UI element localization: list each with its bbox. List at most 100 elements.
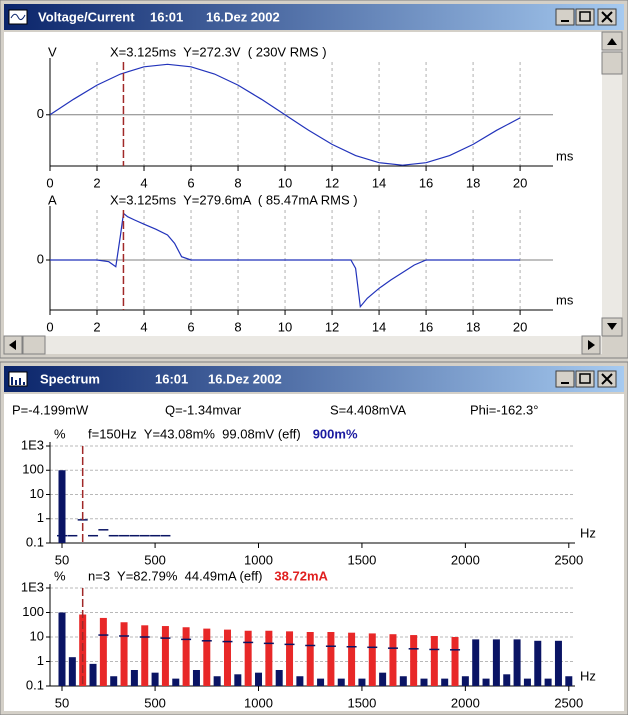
window-time: 16:01 (150, 9, 183, 24)
harmonic-bar (89, 663, 97, 686)
window-date: 16.Dez 2002 (206, 9, 280, 24)
x-tick-label: 16 (419, 175, 433, 190)
x-unit-label: ms (556, 148, 574, 163)
harmonic-bar (120, 622, 128, 686)
y-tick-label: 0 (37, 106, 44, 121)
y-tick-label: 1 (37, 653, 44, 668)
y-tick-label: 100 (22, 604, 44, 619)
x-tick-label: 2500 (554, 695, 583, 710)
harmonic-bar (141, 625, 149, 686)
harmonic-bar (410, 635, 418, 686)
x-tick-label: 1000 (244, 695, 273, 710)
harmonic-bar (358, 678, 366, 686)
x-tick-label: 8 (234, 175, 241, 190)
x-unit-label: Hz (580, 525, 596, 540)
x-tick-label: 1500 (347, 552, 376, 567)
title-bar[interactable] (4, 366, 624, 392)
x-tick-label: 10 (278, 319, 292, 334)
voltage-window: Voltage/Current 16:01 16.Dez 2002 (0, 0, 628, 359)
x-tick-label: 12 (325, 319, 339, 334)
x-tick-label: 0 (46, 319, 53, 334)
x-tick-label: 2000 (451, 552, 480, 567)
harmonic-bar (523, 678, 531, 686)
cursor-label: X=3.125ms Y=272.3V ( 230V RMS ) (110, 44, 327, 59)
harmonic-bar (110, 676, 118, 686)
y-axis-label: A (48, 192, 57, 207)
harmonic-bar (244, 630, 252, 686)
y-tick-label: 1E3 (21, 579, 44, 594)
minimize-button[interactable] (555, 8, 575, 26)
x-tick-label: 2000 (451, 695, 480, 710)
harmonic-bar (368, 633, 376, 686)
x-tick-label: 1000 (244, 552, 273, 567)
y-tick-label: 100 (22, 462, 44, 477)
x-tick-label: 8 (234, 319, 241, 334)
harmonic-bar (265, 630, 273, 686)
vertical-scrollbar[interactable] (601, 31, 623, 337)
harmonic-bar (172, 678, 180, 686)
waveform (49, 63, 521, 166)
x-tick-label: 0 (46, 175, 53, 190)
x-tick-label: 2 (93, 175, 100, 190)
harmonic-bar (327, 631, 335, 686)
minimize-button[interactable] (555, 370, 575, 388)
horizontal-scrollbar[interactable] (3, 335, 602, 355)
x-tick-label: 2 (93, 319, 100, 334)
plot-area (4, 32, 602, 336)
x-tick-label: 50 (55, 695, 69, 710)
harmonic-bar (58, 612, 66, 686)
harmonic-bar (451, 637, 459, 686)
x-tick-label: 4 (140, 319, 147, 334)
y-tick-label: 10 (30, 486, 44, 501)
y-tick-label: 10 (30, 628, 44, 643)
y-tick-label: 0.1 (26, 677, 44, 692)
x-tick-label: 10 (278, 175, 292, 190)
window-title: Voltage/Current (38, 9, 135, 24)
x-tick-label: 14 (372, 175, 386, 190)
title-bar[interactable] (4, 4, 624, 30)
y-axis-label: % (54, 426, 66, 441)
harmonic-bar (565, 676, 573, 686)
harmonic-bar (472, 639, 480, 686)
harmonic-bar (275, 669, 283, 686)
harmonic-bar (441, 678, 449, 686)
x-tick-label: 6 (187, 175, 194, 190)
x-unit-label: ms (556, 292, 574, 307)
plot-area (4, 394, 624, 711)
power-phi: Phi=-162.3° (470, 402, 538, 417)
x-tick-label: 14 (372, 319, 386, 334)
harmonic-bar (503, 674, 511, 686)
x-tick-label: 20 (513, 175, 527, 190)
harmonic-bar (492, 639, 500, 686)
x-unit-label: Hz (580, 668, 596, 683)
harmonic-bar (534, 640, 542, 686)
harmonic-bar (58, 470, 66, 543)
window-date: 16.Dez 2002 (208, 371, 282, 386)
highlight-label: 900m% (313, 426, 358, 441)
power-s: S=4.408mVA (330, 402, 406, 417)
harmonic-bar (161, 626, 169, 686)
harmonic-bar (223, 629, 231, 686)
harmonic-bar (337, 678, 345, 686)
harmonic-bar (68, 657, 76, 686)
harmonic-bar (389, 634, 397, 686)
window-time: 16:01 (155, 371, 188, 386)
harmonic-bar (130, 669, 138, 686)
y-tick-label: 1E3 (21, 437, 44, 452)
y-tick-label: 0.1 (26, 534, 44, 549)
spectrum-window: Spectrum 16:01 16.Dez 2002 P=-4.199mW Q=… (0, 361, 628, 715)
harmonic-bar (182, 627, 190, 686)
x-tick-label: 20 (513, 319, 527, 334)
waveform (50, 212, 521, 309)
x-tick-label: 500 (144, 552, 166, 567)
x-tick-label: 12 (325, 175, 339, 190)
harmonic-bar (99, 617, 107, 686)
harmonic-bar (554, 640, 562, 686)
harmonic-bar (482, 678, 490, 686)
x-tick-label: 18 (466, 175, 480, 190)
harmonic-bar (317, 678, 325, 686)
x-tick-label: 6 (187, 319, 194, 334)
y-tick-label: 1 (37, 510, 44, 525)
harmonic-bar (192, 669, 200, 686)
